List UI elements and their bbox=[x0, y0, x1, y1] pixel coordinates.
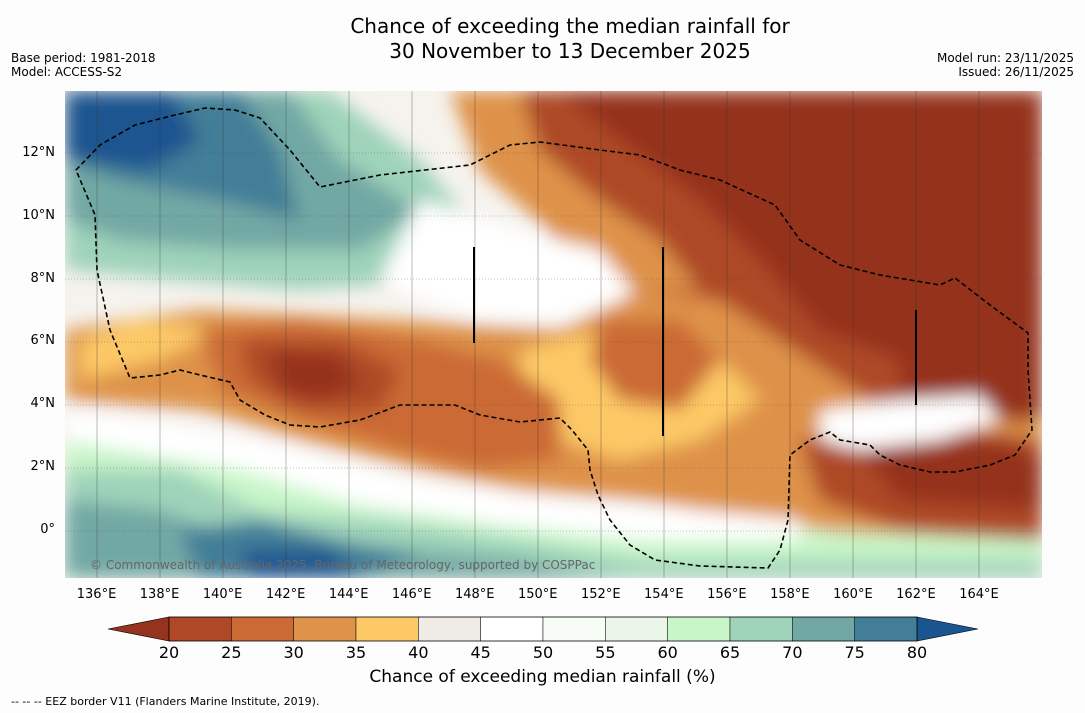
base-period: Base period: 1981-2018 bbox=[11, 51, 156, 65]
colorbar-bin bbox=[605, 616, 668, 642]
colorbar-bin bbox=[168, 616, 232, 642]
colorbar-bin bbox=[854, 616, 918, 642]
title-line-1: Chance of exceeding the median rainfall … bbox=[350, 14, 790, 38]
lat-tick-label: 0° bbox=[40, 521, 55, 537]
colorbar-bin bbox=[667, 616, 731, 642]
lon-tick-label: 152°E bbox=[581, 587, 621, 602]
lon-tick-label: 140°E bbox=[202, 587, 243, 602]
lon-tick-label: 150°E bbox=[517, 587, 558, 602]
lat-tick-label: 6°N bbox=[30, 333, 56, 349]
model-run: Model run: 23/11/2025 bbox=[936, 51, 1074, 65]
meta-right: Model run: 23/11/2025 Issued: 26/11/2025 bbox=[937, 51, 1074, 79]
colorbar-tick-label: 40 bbox=[408, 643, 429, 662]
colorbar-title: Chance of exceeding median rainfall (%) bbox=[369, 667, 716, 687]
colorbar-tick-label: 50 bbox=[532, 643, 554, 662]
eez-segments bbox=[473, 247, 917, 436]
rainfall-field bbox=[65, 91, 1042, 578]
colorbar-bin bbox=[542, 616, 606, 642]
eez-border bbox=[75, 107, 1033, 569]
colorbar-bin bbox=[729, 616, 793, 642]
colorbar-tick-label: 80 bbox=[906, 643, 928, 662]
colorbar-bin bbox=[293, 616, 357, 642]
lon-tick-label: 160°E bbox=[833, 587, 873, 602]
lat-gridlines bbox=[65, 152, 1042, 532]
lat-tick-label: 10°N bbox=[22, 207, 55, 223]
colorbar-bin bbox=[355, 616, 419, 642]
colorbar-bin bbox=[792, 616, 855, 642]
lon-tick-label: 138°E bbox=[139, 587, 180, 602]
lon-tick-label: 136°E bbox=[76, 587, 117, 602]
colorbar-tick-label: 25 bbox=[221, 643, 242, 662]
model-name: Model: ACCESS-S2 bbox=[11, 65, 123, 79]
colorbar-below-arrow bbox=[107, 616, 170, 642]
colorbar-tick-label: 30 bbox=[283, 643, 304, 662]
eez-footnote: -- -- -- EEZ border V11 (Flanders Marine… bbox=[11, 695, 320, 708]
lon-tick-label: 142°E bbox=[265, 587, 306, 602]
colorbar-tick-label: 65 bbox=[719, 643, 741, 662]
colorbar bbox=[107, 616, 979, 642]
colorbar-above-arrow bbox=[916, 616, 979, 642]
colorbar-tick-label: 60 bbox=[657, 643, 678, 662]
lon-tick-label: 158°E bbox=[770, 587, 810, 602]
lon-tick-label: 154°E bbox=[644, 587, 684, 602]
lon-tick-label: 156°E bbox=[707, 587, 747, 602]
lon-tick-label: 148°E bbox=[454, 587, 495, 602]
lat-tick-label: 2°N bbox=[30, 459, 56, 475]
title-line-2: 30 November to 13 December 2025 bbox=[389, 39, 751, 63]
issued-date: Issued: 26/11/2025 bbox=[958, 65, 1074, 79]
lon-tick-label: 146°E bbox=[391, 587, 432, 602]
lat-tick-label: 4°N bbox=[30, 396, 56, 412]
colorbar-tick-label: 35 bbox=[345, 643, 367, 662]
colorbar-bin bbox=[418, 616, 481, 642]
colorbar-tick-label: 45 bbox=[470, 643, 491, 662]
map-title: Chance of exceeding the median rainfall … bbox=[0, 14, 1085, 64]
meta-left: Base period: 1981-2018 Model: ACCESS-S2 bbox=[11, 51, 156, 79]
lat-tick-label: 8°N bbox=[30, 270, 56, 286]
colorbar-bin bbox=[480, 616, 544, 642]
colorbar-tick-label: 55 bbox=[595, 643, 616, 662]
lon-tick-label: 144°E bbox=[328, 587, 369, 602]
colorbar-tick-label: 70 bbox=[782, 643, 803, 662]
colorbar-bin bbox=[231, 616, 294, 642]
copyright-notice: © Commonwealth of Australia 2025, Bureau… bbox=[90, 558, 596, 572]
lon-tick-label: 162°E bbox=[896, 587, 936, 602]
lon-tick-label: 164°E bbox=[959, 587, 999, 602]
colorbar-tick-label: 75 bbox=[844, 643, 865, 662]
lat-tick-label: 12°N bbox=[22, 144, 55, 160]
colorbar-tick-label: 20 bbox=[158, 643, 180, 662]
